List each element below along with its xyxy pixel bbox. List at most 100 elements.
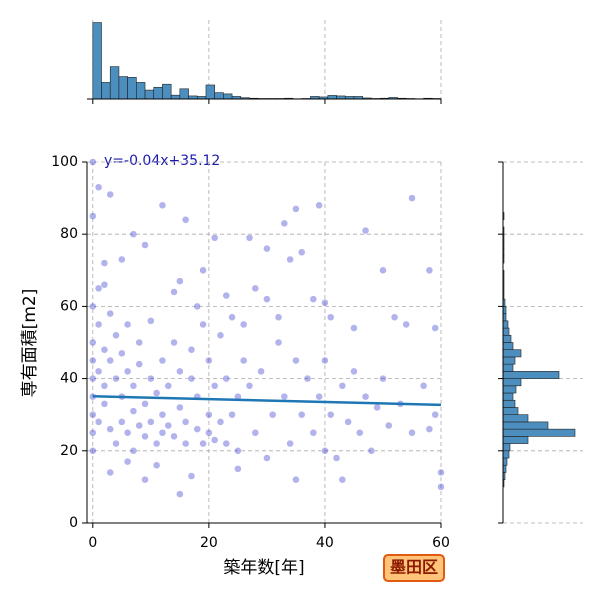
point bbox=[345, 418, 352, 425]
point bbox=[362, 393, 369, 400]
point bbox=[391, 314, 398, 321]
point bbox=[362, 227, 369, 234]
hist-bar bbox=[503, 407, 518, 414]
hist-bar bbox=[503, 444, 510, 451]
point bbox=[176, 491, 183, 498]
point bbox=[229, 314, 236, 321]
point bbox=[281, 393, 288, 400]
point bbox=[205, 411, 212, 418]
point bbox=[176, 404, 183, 411]
point bbox=[426, 267, 433, 274]
point bbox=[136, 422, 143, 429]
point bbox=[252, 285, 259, 292]
point bbox=[107, 310, 114, 317]
point bbox=[107, 191, 114, 198]
hist-bar bbox=[119, 77, 128, 99]
hist-bar bbox=[328, 95, 337, 99]
y-tick-label: 100 bbox=[51, 154, 78, 170]
point bbox=[130, 382, 137, 389]
point bbox=[316, 202, 323, 209]
point bbox=[124, 429, 131, 436]
point bbox=[298, 249, 305, 256]
point bbox=[101, 382, 108, 389]
point bbox=[240, 357, 247, 364]
point bbox=[124, 321, 131, 328]
point bbox=[159, 202, 166, 209]
point bbox=[89, 303, 96, 310]
point bbox=[287, 440, 294, 447]
y-axis-label: 専有面積[m2] bbox=[20, 289, 40, 398]
badge: 墨田区 bbox=[390, 558, 438, 577]
hist-bar bbox=[102, 82, 111, 99]
point bbox=[136, 361, 143, 368]
point bbox=[339, 476, 346, 483]
point bbox=[176, 278, 183, 285]
point bbox=[89, 447, 96, 454]
point bbox=[182, 418, 189, 425]
point bbox=[408, 429, 415, 436]
point bbox=[95, 321, 102, 328]
hist-bar bbox=[110, 67, 119, 99]
point bbox=[229, 411, 236, 418]
point bbox=[269, 411, 276, 418]
point bbox=[153, 440, 160, 447]
point bbox=[159, 429, 166, 436]
point bbox=[165, 382, 172, 389]
point bbox=[188, 473, 195, 480]
point bbox=[130, 447, 137, 454]
point bbox=[275, 314, 282, 321]
point bbox=[124, 458, 131, 465]
point bbox=[432, 325, 439, 332]
point bbox=[385, 422, 392, 429]
point bbox=[374, 404, 381, 411]
point bbox=[426, 426, 433, 433]
point bbox=[240, 321, 247, 328]
hist-bar bbox=[223, 94, 232, 99]
point bbox=[292, 205, 299, 212]
hist-bar bbox=[171, 95, 180, 99]
point bbox=[223, 375, 230, 382]
point bbox=[130, 231, 137, 238]
point bbox=[107, 426, 114, 433]
x-axis-label: 築年数[年] bbox=[223, 558, 304, 578]
point bbox=[217, 418, 224, 425]
x-tick-label: 60 bbox=[432, 535, 450, 551]
point bbox=[234, 465, 241, 472]
point bbox=[89, 375, 96, 382]
hist-bar bbox=[503, 350, 521, 357]
point bbox=[136, 339, 143, 346]
hist-bar bbox=[503, 335, 511, 342]
point bbox=[298, 411, 305, 418]
point bbox=[194, 303, 201, 310]
point bbox=[95, 184, 102, 191]
point bbox=[165, 422, 172, 429]
point bbox=[130, 408, 137, 415]
point bbox=[350, 368, 357, 375]
x-tick-label: 20 bbox=[200, 535, 218, 551]
hist-bar bbox=[503, 371, 559, 378]
point bbox=[339, 382, 346, 389]
point bbox=[205, 429, 212, 436]
x-tick-label: 40 bbox=[316, 535, 334, 551]
hist-bar bbox=[503, 436, 528, 443]
hist-bar bbox=[503, 393, 513, 400]
y-tick-label: 0 bbox=[69, 515, 78, 531]
point bbox=[310, 296, 317, 303]
point bbox=[263, 245, 270, 252]
point bbox=[292, 476, 299, 483]
hist-bar bbox=[503, 379, 521, 386]
point bbox=[142, 400, 149, 407]
hist-bar bbox=[215, 93, 224, 99]
hist-bar bbox=[206, 85, 215, 99]
point bbox=[252, 429, 259, 436]
point bbox=[223, 440, 230, 447]
point bbox=[113, 440, 120, 447]
point bbox=[281, 220, 288, 227]
point bbox=[327, 411, 334, 418]
hist-bar bbox=[503, 451, 509, 458]
point bbox=[118, 350, 125, 357]
point bbox=[211, 436, 218, 443]
point bbox=[159, 411, 166, 418]
hist-bar bbox=[503, 429, 575, 436]
